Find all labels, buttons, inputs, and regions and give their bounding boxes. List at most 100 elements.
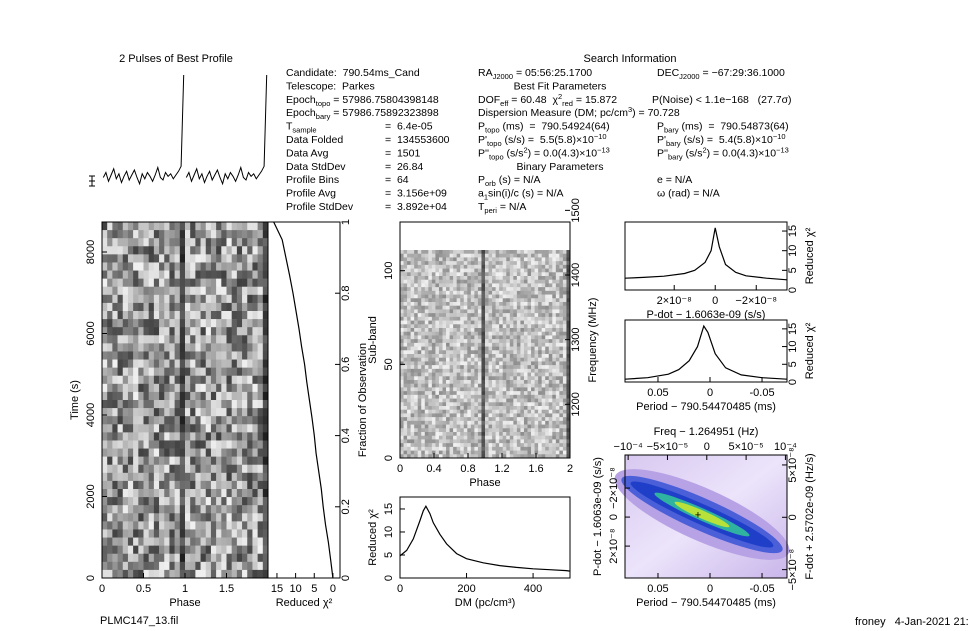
heatmap-cell xyxy=(424,446,429,451)
heatmap-cell xyxy=(417,302,422,307)
heatmap-cell xyxy=(552,372,557,377)
heatmap-cell xyxy=(552,261,557,266)
heatmap-cell xyxy=(488,294,493,299)
contour-level xyxy=(674,501,730,528)
heatmap-cell xyxy=(417,394,422,399)
heatmap-cell xyxy=(257,472,264,482)
heatmap-cell xyxy=(112,391,118,401)
heatmap-cell xyxy=(257,262,264,271)
heatmap-cell xyxy=(534,342,539,347)
heatmap-cell xyxy=(216,302,222,312)
heatmap-cell xyxy=(252,480,258,490)
heatmap-cell xyxy=(122,278,129,288)
heatmap-cell xyxy=(531,398,535,403)
heatmap-cell xyxy=(456,398,461,403)
heatmap-cell xyxy=(431,305,436,310)
heatmap-cell xyxy=(545,283,550,288)
heatmap-cell xyxy=(428,276,433,281)
heatmap-cell xyxy=(485,372,489,377)
heatmap-cell xyxy=(446,387,450,392)
heatmap-cell xyxy=(555,398,560,403)
heatmap-cell xyxy=(247,270,253,279)
heatmap-cell xyxy=(216,254,222,263)
heatmap-cell xyxy=(545,253,550,258)
heatmap-cell xyxy=(555,361,560,366)
heatmap-cell xyxy=(138,545,144,555)
heatmap-cell xyxy=(226,230,232,239)
heatmap-cell xyxy=(148,302,155,312)
heatmap-cell xyxy=(112,359,118,368)
heatmap-cell xyxy=(102,513,108,522)
heatmap-cell xyxy=(414,253,419,258)
heatmap-cell xyxy=(513,398,518,403)
heatmap-cell xyxy=(407,383,411,388)
heatmap-cell xyxy=(179,448,186,457)
heatmap-cell xyxy=(102,400,108,409)
heatmap-cell xyxy=(102,545,108,555)
heatmap-cell xyxy=(117,359,124,368)
heatmap-cell xyxy=(463,290,468,295)
heatmap-cell xyxy=(463,376,468,381)
heatmap-cell xyxy=(492,413,496,418)
heatmap-cell xyxy=(143,367,149,377)
heatmap-cell xyxy=(463,287,468,292)
heatmap-cell xyxy=(195,545,201,555)
info-line: Profile Bins xyxy=(286,174,339,186)
heatmap-cell xyxy=(545,402,550,407)
heatmap-cell xyxy=(252,359,258,368)
heatmap-cell xyxy=(456,383,461,388)
tick-label: 0.05 xyxy=(647,583,668,595)
heatmap-cell xyxy=(185,529,191,538)
heatmap-cell xyxy=(417,287,422,292)
heatmap-cell xyxy=(190,448,196,457)
heatmap-cell xyxy=(102,222,108,231)
heatmap-cell xyxy=(453,432,457,437)
heatmap-cell xyxy=(435,268,440,273)
heatmap-cell xyxy=(179,319,186,328)
panel: +0.05 0 -0.05−10⁻⁴ −5×10⁻⁵ 0 5×10⁻⁵ 10⁻⁴−2×10⁻… xyxy=(592,426,816,609)
heatmap-cell xyxy=(467,357,472,362)
heatmap-cell xyxy=(417,272,422,277)
heatmap-cell xyxy=(456,261,461,266)
heatmap-cell xyxy=(185,246,191,255)
heatmap-cell xyxy=(205,383,212,393)
heatmap-cell xyxy=(438,305,443,310)
heatmap-cell xyxy=(133,286,139,296)
heatmap-cell xyxy=(485,276,489,281)
heatmap-cell xyxy=(499,331,504,336)
heatmap-cell xyxy=(221,505,227,514)
heatmap-cell xyxy=(492,279,496,284)
heatmap-cell xyxy=(210,505,217,514)
heatmap-cell xyxy=(502,294,507,299)
heatmap-cell xyxy=(143,464,149,474)
heatmap-cell xyxy=(226,327,232,336)
heatmap-cell xyxy=(190,472,196,482)
heatmap-cell xyxy=(102,505,108,514)
heatmap-cell xyxy=(470,305,475,310)
heatmap-cell xyxy=(509,324,514,329)
heatmap-cell xyxy=(534,424,539,429)
heatmap-cell xyxy=(467,257,472,262)
heatmap-cell xyxy=(210,480,217,490)
heatmap-cell xyxy=(552,328,557,333)
heatmap-cell xyxy=(485,250,489,255)
heatmap-cell xyxy=(474,253,479,258)
heatmap-cell xyxy=(446,432,450,437)
heatmap-cell xyxy=(403,420,408,425)
tick-label: 0.6 xyxy=(340,357,352,372)
heatmap-cell xyxy=(185,480,191,490)
heatmap-cell xyxy=(400,454,404,459)
heatmap-cell xyxy=(400,316,404,321)
heatmap-cell xyxy=(403,316,408,321)
heatmap-cell xyxy=(559,443,564,448)
heatmap-cell xyxy=(545,331,550,336)
heatmap-cell xyxy=(417,342,422,347)
heatmap-cell xyxy=(506,261,511,266)
heatmap-cell xyxy=(481,409,486,414)
heatmap-cell xyxy=(107,489,113,498)
heatmap-cell xyxy=(552,313,557,318)
heatmap-cell xyxy=(424,357,429,362)
heatmap-cell xyxy=(205,497,212,506)
heatmap-cell xyxy=(169,424,175,433)
